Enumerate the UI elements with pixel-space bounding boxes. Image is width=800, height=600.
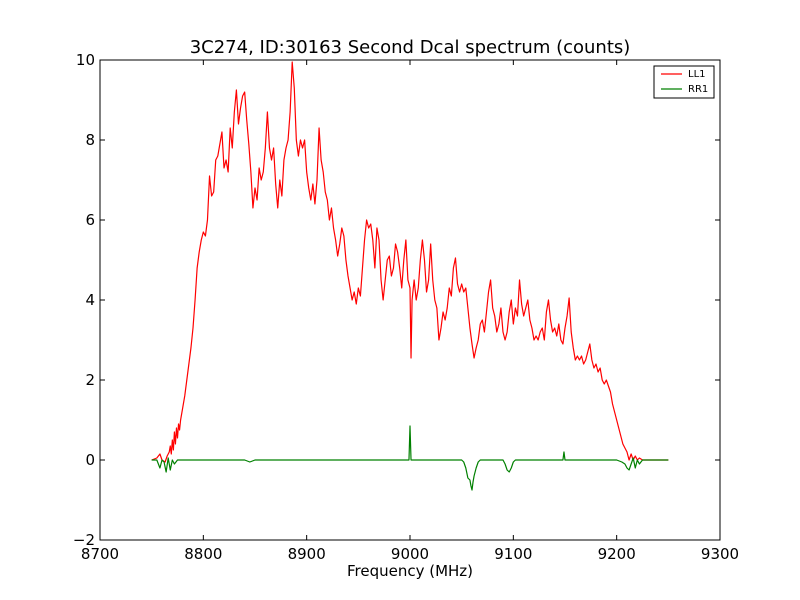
x-tick-label: 8800 (184, 545, 222, 563)
x-tick-label: 8900 (288, 545, 326, 563)
y-tick-label: 10 (76, 51, 95, 69)
legend-label-ll1: LL1 (688, 69, 706, 80)
y-tick-label: −2 (73, 531, 95, 549)
x-tick-label: 9200 (598, 545, 636, 563)
series-layer (151, 61, 669, 491)
x-tick-label: 9000 (391, 545, 429, 563)
y-tick-label: 6 (85, 211, 95, 229)
legend-label-rr1: RR1 (688, 84, 708, 95)
y-tick-label: 4 (85, 291, 95, 309)
x-axis-label: Frequency (MHz) (347, 562, 473, 580)
y-tick-label: 2 (85, 371, 95, 389)
x-tick-label: 8700 (81, 545, 119, 563)
x-tick-label: 9100 (494, 545, 532, 563)
series-line-ll1 (151, 61, 669, 463)
y-tick-label: 0 (85, 451, 95, 469)
y-tick-label: 8 (85, 131, 95, 149)
x-tick-label: 9300 (701, 545, 739, 563)
legend: LL1 RR1 (653, 65, 715, 99)
x-axis-ticks: 8700 8800 8900 9000 9100 9200 9300 (81, 60, 739, 563)
series-line-rr1 (151, 425, 669, 491)
y-axis-ticks: −2 0 2 4 6 8 10 (73, 51, 720, 549)
chart-title: 3C274, ID:30163 Second Dcal spectrum (co… (190, 37, 631, 58)
legend-box (653, 65, 715, 99)
